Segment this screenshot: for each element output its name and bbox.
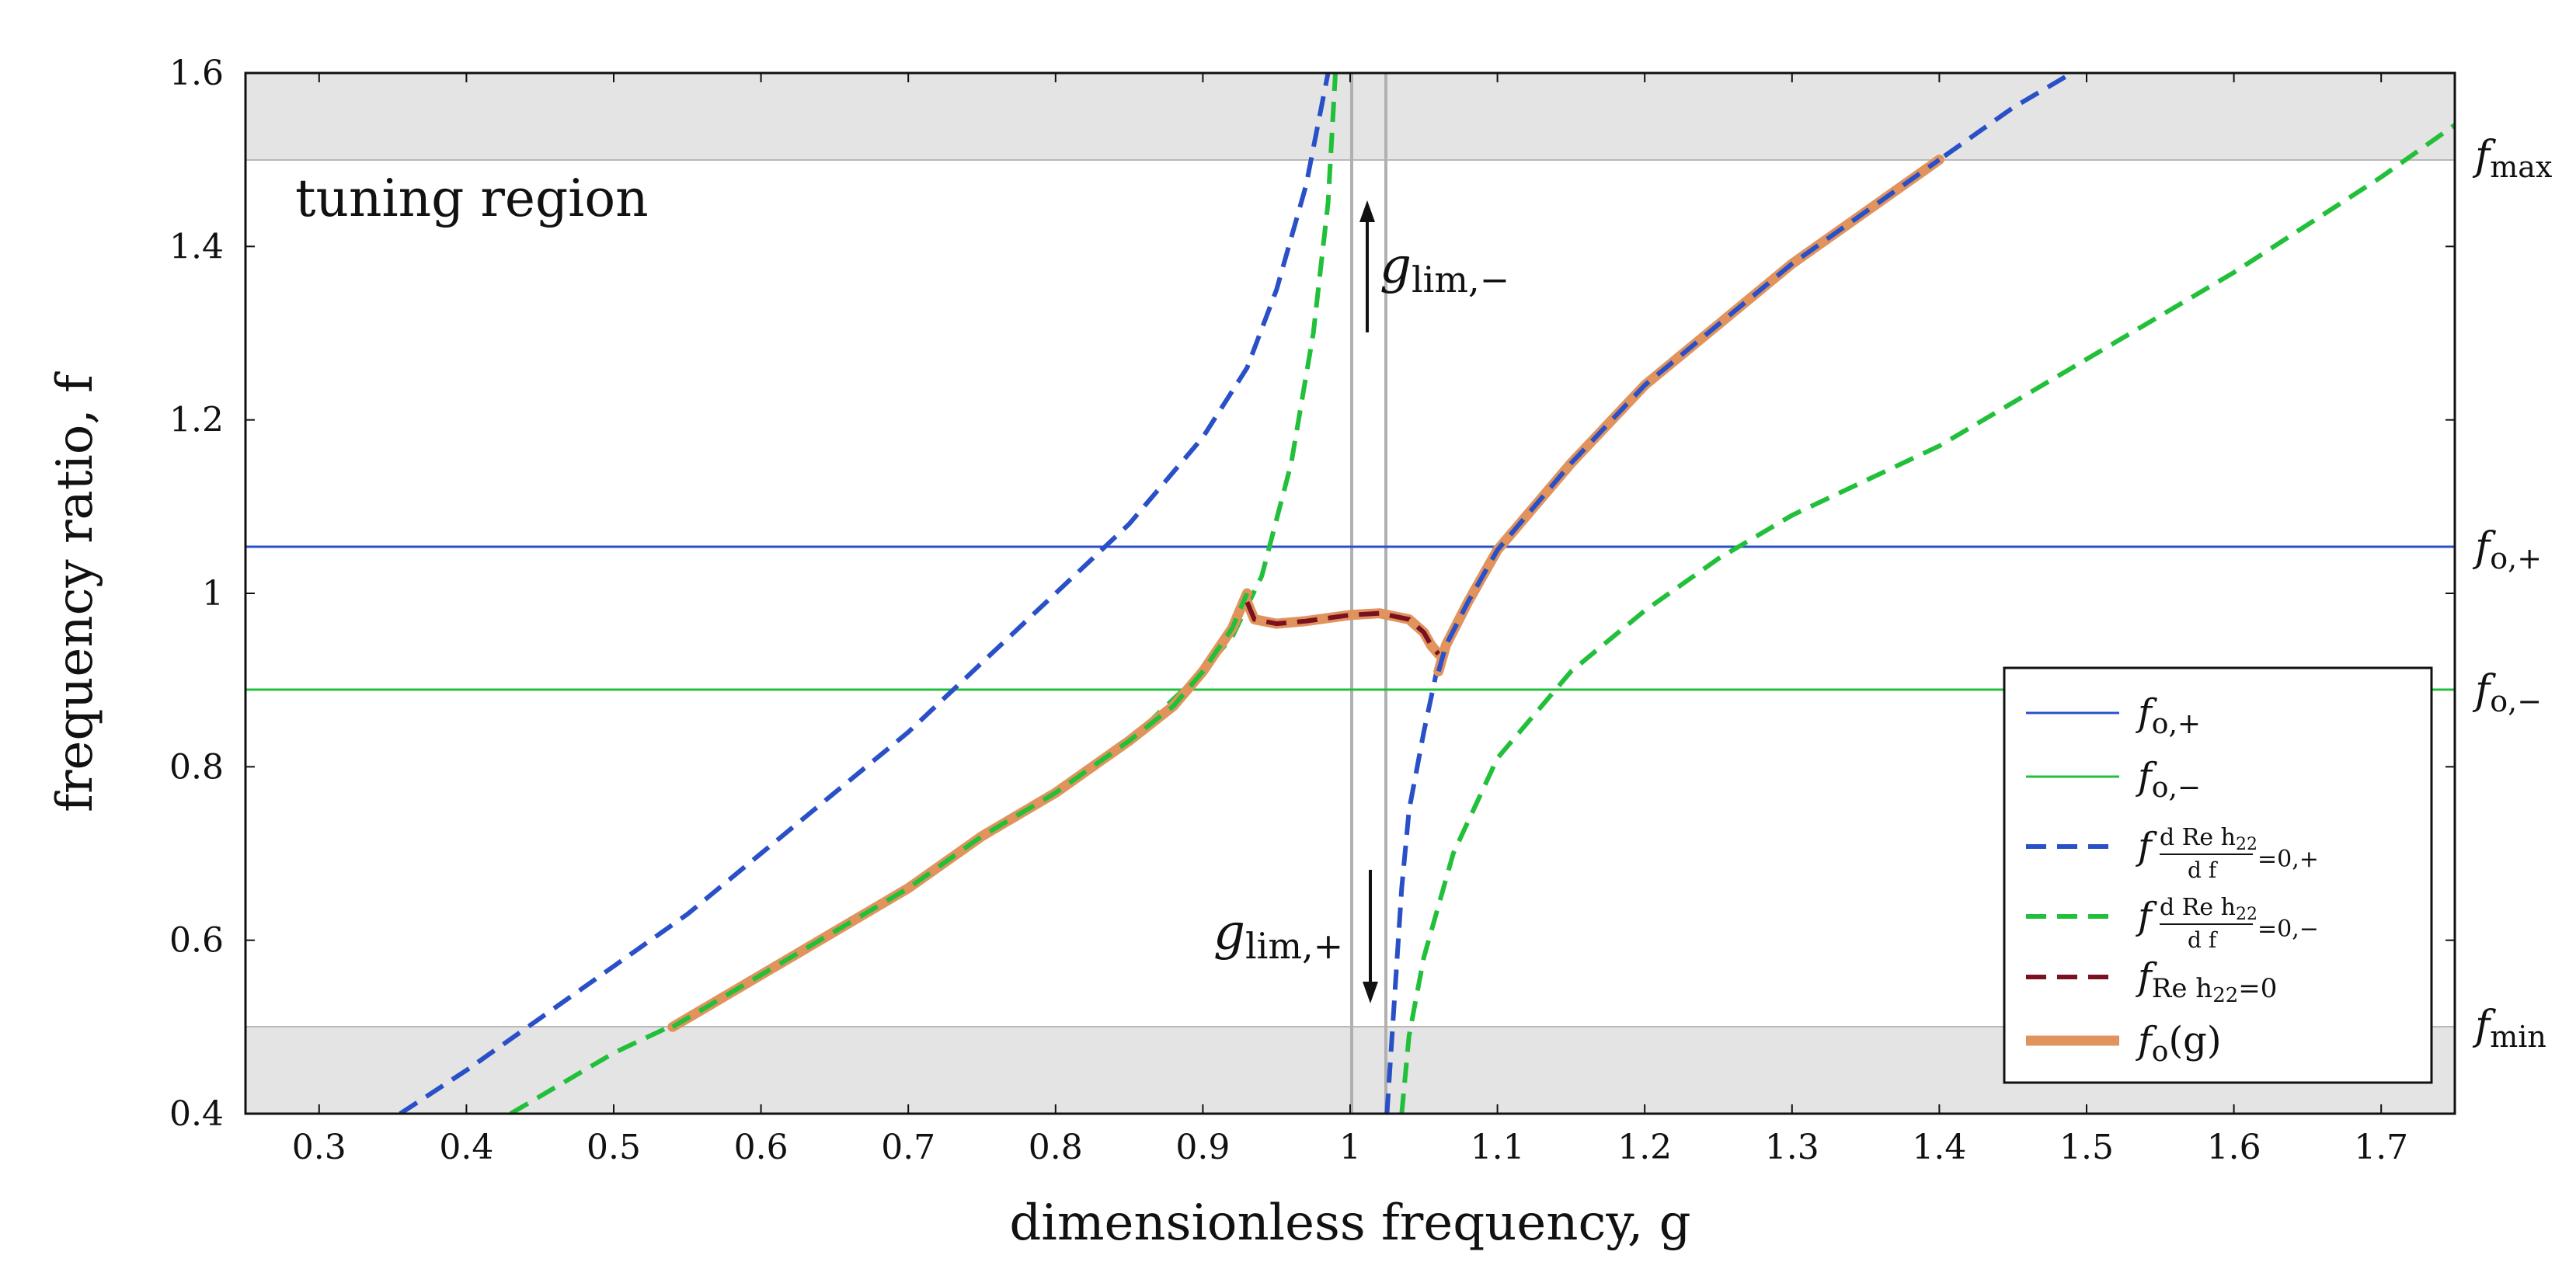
svg-text:d f: d f [2188,857,2219,883]
series-dblue_right [1384,73,2073,1114]
fmax-label: fmax [2472,133,2552,184]
series-orange_left [667,588,1252,1032]
svg-text:=0,−: =0,− [2257,916,2319,943]
series-orange_mid [1241,596,1444,659]
ticks-layer: 0.3 0.4 0.5 0.6 0.7 0.8 0.9 1 1.1 1.2 1.3 1.4 1.5 1.6… [169,54,2455,1167]
y-tick-label: 1.4 [169,227,224,266]
svg-text:d f: d f [2188,927,2219,953]
tuning-region-label: tuning region [295,169,649,228]
g-lim-plus-label: glim,+ [1213,904,1343,967]
series-orange_right [1433,155,1944,676]
series-layer [399,73,2455,1114]
legend-entry-fo-minus: fo,− [2136,755,2201,804]
x-tick-label: 0.8 [1029,1128,1083,1167]
g-lim-minus-label: glim,− [1380,238,1509,301]
svg-text:d Re h22: d Re h22 [2160,894,2257,924]
x-tick-label: 1.7 [2354,1128,2408,1167]
arrow-down-head [1363,982,1378,1003]
x-axis-label: dimensionless frequency, g [1009,1194,1690,1252]
series-dblue_overlay [1436,158,1941,673]
legend-entry-reh-zero: fRe h22=0 [2136,955,2277,1007]
x-tick-label: 1.3 [1765,1128,1819,1167]
series-dgreen_left [509,73,1338,1114]
x-tick-label: 0.7 [881,1128,935,1167]
x-tick-label: 0.6 [734,1128,788,1167]
x-tick-label: 0.4 [439,1128,493,1167]
y-tick-label: 0.8 [169,747,224,787]
y-tick-label: 1.2 [169,401,224,440]
fo-plus-label: fo,+ [2472,524,2542,575]
series-dgreen_overlay [671,592,1250,1029]
x-tick-label: 1.5 [2059,1128,2114,1167]
legend-entry-fo-plus: fo,+ [2136,691,2201,740]
fo-minus-label: fo,− [2472,667,2542,718]
x-tick-label: 0.5 [587,1128,641,1167]
x-tick-label: 1.4 [1912,1128,1966,1167]
legend-entry-fo-g: fo(g) [2136,1019,2222,1068]
y-tick-label: 1.6 [169,54,224,93]
y-tick-label: 0.6 [169,921,224,961]
svg-text:d Re h22: d Re h22 [2160,824,2257,854]
legend: fo,+ fo,− f d Re h22 d f =0,+ f d Re h22… [2003,666,2433,1084]
x-tick-label: 1.1 [1471,1128,1525,1167]
y-tick-label: 1 [202,574,224,614]
y-axis-label: frequency ratio, f [47,371,104,812]
legend-box [2003,666,2433,1084]
y-tick-label: 0.4 [169,1094,224,1134]
series-dblue_left [399,73,1331,1114]
series-dgreen_right [1399,123,2455,1114]
svg-text:=0,+: =0,+ [2257,846,2319,873]
x-tick-label: 1 [1339,1128,1361,1167]
x-tick-label: 0.9 [1175,1128,1230,1167]
x-tick-label: 1.6 [2207,1128,2261,1167]
x-tick-label: 1.2 [1617,1128,1672,1167]
fmin-label: fmin [2472,1003,2546,1054]
series-dred_mid [1244,600,1441,656]
arrow-up-head [1359,200,1375,222]
x-tick-label: 0.3 [292,1128,346,1167]
